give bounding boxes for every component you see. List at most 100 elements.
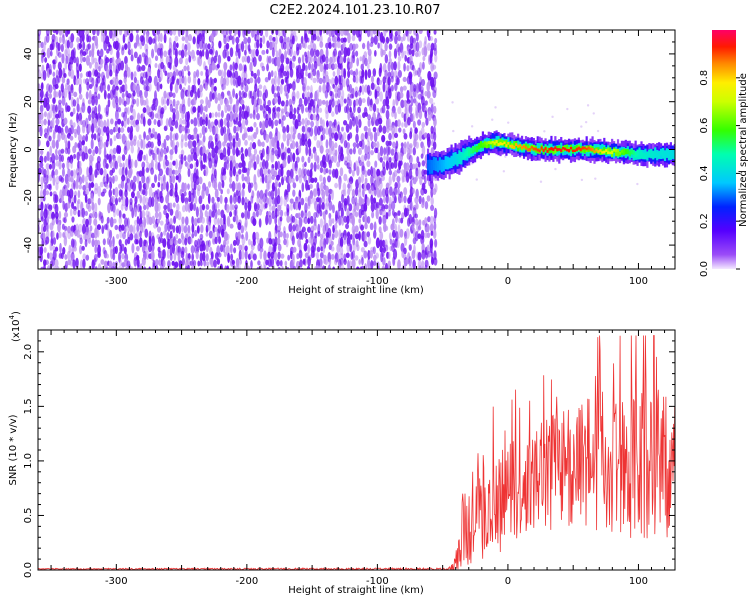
noise-cell <box>133 71 137 78</box>
noise-cell <box>141 52 146 58</box>
noise-cell <box>87 70 92 78</box>
noise-cell <box>432 89 437 99</box>
noise-cell <box>364 170 368 178</box>
noise-cell <box>300 197 305 206</box>
noise-cell <box>52 131 56 140</box>
noise-cell <box>267 251 271 259</box>
noise-cell <box>62 200 66 210</box>
noise-cell <box>105 163 109 169</box>
noise-cell <box>388 203 392 212</box>
noise-cell <box>327 264 331 269</box>
noise-cell <box>102 238 106 246</box>
noise-cell <box>360 132 365 142</box>
noise-cell <box>381 36 386 44</box>
noise-cell <box>180 88 185 100</box>
noise-cell <box>151 103 156 111</box>
echo-cell <box>446 160 449 165</box>
noise-cell <box>135 83 140 95</box>
noise-cell <box>130 158 134 169</box>
noise-cell <box>148 196 153 208</box>
noise-cell <box>131 207 135 219</box>
noise-cell <box>73 128 78 135</box>
noise-cell <box>344 200 347 212</box>
noise-cell <box>358 97 363 107</box>
noise-cell <box>243 64 247 74</box>
noise-cell <box>169 202 173 210</box>
noise-cell <box>324 106 329 114</box>
echo-cell <box>507 143 510 149</box>
noise-cell <box>97 251 101 258</box>
noise-cell <box>76 229 80 238</box>
noise-cell <box>187 168 191 178</box>
noise-cell <box>267 99 272 107</box>
noise-cell <box>240 250 245 260</box>
echo-cell <box>491 140 494 144</box>
noise-cell <box>297 104 301 111</box>
noise-cell <box>78 148 83 157</box>
noise-cell <box>216 196 221 202</box>
echo-cell <box>526 144 530 150</box>
noise-cell <box>313 60 318 70</box>
noise-cell <box>44 182 48 190</box>
noise-cell <box>385 160 389 171</box>
noise-cell <box>319 233 324 240</box>
noise-cell <box>243 91 248 99</box>
noise-cell <box>211 60 216 71</box>
noise-cell <box>72 122 76 128</box>
noise-cell <box>264 175 268 184</box>
noise-cell <box>143 216 147 228</box>
noise-cell <box>166 249 170 259</box>
noise-cell <box>57 75 61 83</box>
noise-cell <box>61 76 66 84</box>
noise-cell <box>49 145 52 156</box>
echo-cell <box>540 146 543 150</box>
noise-cell <box>166 181 169 192</box>
noise-cell <box>163 105 167 111</box>
noise-cell <box>172 30 177 36</box>
noise-cell <box>222 126 227 134</box>
noise-cell <box>235 30 239 35</box>
noise-cell <box>333 152 338 163</box>
noise-cell <box>70 159 73 169</box>
noise-cell <box>51 139 56 149</box>
noise-cell <box>187 34 193 42</box>
noise-cell <box>109 137 113 147</box>
noise-cell <box>297 56 302 64</box>
noise-cell <box>291 35 295 45</box>
noise-cell <box>129 104 134 114</box>
noise-cell <box>390 33 394 42</box>
noise-cell <box>396 239 400 249</box>
noise-cell <box>171 174 176 184</box>
noise-cell <box>243 30 248 36</box>
noise-cell <box>117 155 122 164</box>
noise-cell <box>109 47 113 56</box>
noise-cell <box>54 259 59 268</box>
noise-cell <box>59 242 62 254</box>
noise-cell <box>157 202 161 212</box>
noise-cell <box>319 252 324 259</box>
noise-cell <box>243 37 248 45</box>
noise-cell <box>306 131 311 139</box>
noise-cell <box>364 214 368 225</box>
echo-cell <box>515 143 518 147</box>
noise-cell <box>232 239 237 247</box>
echo-cell <box>583 147 586 154</box>
echo-cell <box>658 154 661 157</box>
noise-cell <box>99 48 104 58</box>
noise-cell <box>112 236 115 247</box>
noise-cell <box>226 188 230 195</box>
noise-cell <box>93 257 97 266</box>
noise-cell <box>268 35 273 42</box>
noise-cell <box>244 118 249 126</box>
noise-cell <box>381 105 386 114</box>
noise-cell <box>319 237 323 249</box>
noise-cell <box>96 228 100 238</box>
noise-cell <box>358 188 362 199</box>
noise-cell <box>91 95 96 106</box>
noise-cell <box>385 211 389 220</box>
noise-cell <box>372 246 376 255</box>
noise-cell <box>61 162 65 169</box>
noise-cell <box>355 133 359 144</box>
noise-cell <box>261 49 266 55</box>
noise-cell <box>336 40 341 49</box>
